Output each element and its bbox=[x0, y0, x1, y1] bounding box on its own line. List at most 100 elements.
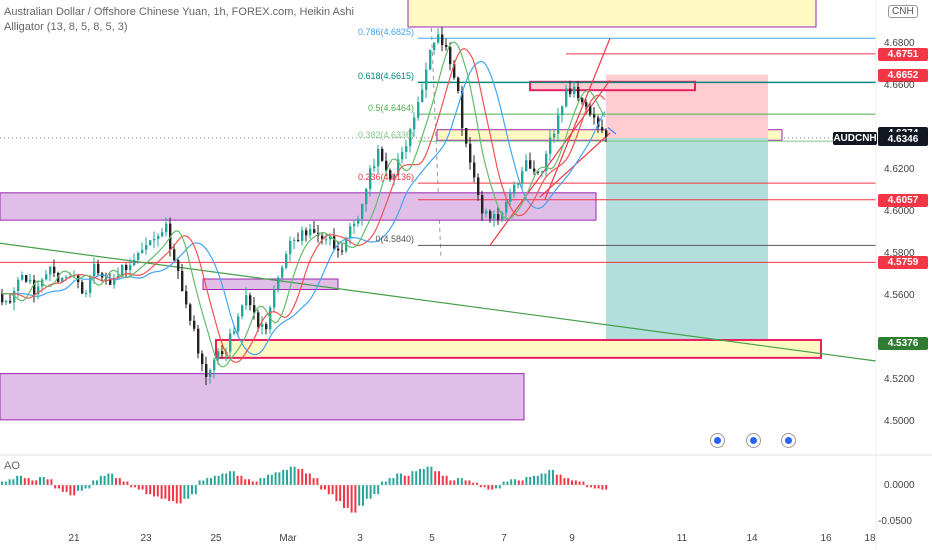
candle-body bbox=[433, 42, 436, 50]
candle-body bbox=[89, 276, 92, 293]
candle-body bbox=[573, 86, 576, 95]
candle-body bbox=[117, 275, 120, 278]
candle-body bbox=[273, 289, 276, 308]
y-axis-tick: 4.6600 bbox=[884, 79, 915, 91]
candle-body bbox=[337, 248, 340, 251]
candle-body bbox=[533, 168, 536, 172]
candle-body bbox=[181, 270, 184, 292]
alligator-lips-line bbox=[2, 41, 606, 368]
candle-body bbox=[113, 277, 116, 285]
y-axis-tick: 4.6800 bbox=[884, 37, 915, 49]
candle-body bbox=[417, 102, 420, 118]
price-tag: 4.6751 bbox=[878, 47, 928, 61]
candle-body bbox=[157, 236, 160, 239]
candle-body bbox=[529, 160, 532, 169]
chart-title: Australian Dollar / Offshore Chinese Yua… bbox=[4, 6, 354, 18]
y-axis-tick: 4.6200 bbox=[884, 163, 915, 175]
candle-body bbox=[209, 370, 212, 377]
candle-body bbox=[125, 265, 128, 271]
candle-body bbox=[469, 143, 472, 163]
candle-body bbox=[501, 212, 504, 220]
price-tag: 4.6346 bbox=[878, 133, 928, 146]
candle-body bbox=[441, 34, 444, 45]
candle-body bbox=[565, 88, 568, 107]
fib-level-label: 0.618(4.6615) bbox=[357, 71, 414, 82]
candle-body bbox=[449, 46, 452, 65]
candle-body bbox=[161, 232, 164, 237]
candle-body bbox=[285, 254, 288, 268]
candle-body bbox=[229, 333, 232, 352]
channel-line bbox=[544, 38, 611, 200]
candle-body bbox=[233, 331, 236, 334]
candle-body bbox=[149, 240, 152, 246]
x-axis-tick: 3 bbox=[357, 533, 363, 544]
x-axis-tick: 18 bbox=[864, 533, 876, 544]
candle-body bbox=[21, 275, 24, 280]
candle-body bbox=[81, 282, 84, 294]
candle-body bbox=[217, 351, 220, 360]
candle-body bbox=[437, 34, 440, 43]
candle-body bbox=[429, 49, 432, 70]
candle-body bbox=[93, 263, 96, 277]
candle-body bbox=[481, 195, 484, 214]
candle-body bbox=[473, 162, 476, 178]
supply-zone bbox=[407, 0, 817, 28]
candle-body bbox=[493, 214, 496, 219]
candle-body bbox=[221, 351, 224, 355]
candle-body bbox=[309, 229, 312, 236]
candle-body bbox=[325, 239, 328, 241]
alligator-jaw-line bbox=[2, 60, 606, 356]
candle-body bbox=[373, 166, 376, 169]
candle-body bbox=[165, 223, 168, 233]
candle-body bbox=[505, 201, 508, 213]
demand-zone bbox=[202, 278, 339, 291]
candle-body bbox=[13, 291, 16, 303]
candle-body bbox=[541, 170, 544, 172]
alligator-teeth-line bbox=[2, 47, 606, 364]
candle-body bbox=[401, 151, 404, 160]
candle-body bbox=[293, 239, 296, 241]
candle-body bbox=[445, 44, 448, 47]
candle-body bbox=[425, 69, 428, 90]
candle-body bbox=[521, 171, 524, 184]
y-axis-tick: 4.5200 bbox=[884, 373, 915, 385]
candle-body bbox=[381, 148, 384, 161]
candle-body bbox=[49, 266, 52, 275]
candle-body bbox=[189, 304, 192, 321]
candle-body bbox=[413, 117, 416, 130]
emoji-reaction-icon[interactable] bbox=[781, 433, 796, 448]
candle-body bbox=[349, 226, 352, 239]
candle-body bbox=[313, 229, 316, 233]
candle-body bbox=[305, 230, 308, 236]
candle-body bbox=[193, 320, 196, 329]
candle-body bbox=[129, 265, 132, 271]
candle-body bbox=[477, 177, 480, 196]
candle-body bbox=[485, 211, 488, 214]
demand-zone bbox=[0, 192, 597, 221]
emoji-reaction-icon[interactable] bbox=[710, 433, 725, 448]
candle-body bbox=[177, 260, 180, 271]
emoji-reaction-icon[interactable] bbox=[746, 433, 761, 448]
candle-body bbox=[537, 171, 540, 173]
x-axis-tick: 5 bbox=[429, 533, 435, 544]
candle-body bbox=[265, 324, 268, 330]
x-axis-tick: 9 bbox=[569, 533, 575, 544]
currency-badge[interactable]: CNH bbox=[888, 5, 918, 18]
candle-body bbox=[513, 184, 516, 194]
x-axis-tick: 14 bbox=[746, 533, 758, 544]
price-tag: 4.6057 bbox=[878, 193, 928, 207]
candle-body bbox=[85, 292, 88, 294]
fib-level-label: 0(4.5840) bbox=[375, 234, 414, 245]
ao-axis-tick: -0.0500 bbox=[878, 516, 912, 527]
candle-body bbox=[141, 249, 144, 254]
candle-body bbox=[545, 153, 548, 171]
candle-body bbox=[173, 249, 176, 261]
candle-body bbox=[489, 211, 492, 219]
price-tag: 4.5376 bbox=[878, 336, 928, 350]
price-tag: 4.6652 bbox=[878, 68, 928, 82]
candle-body bbox=[569, 88, 572, 95]
fib-level-label: 0.382(4.6336) bbox=[357, 130, 414, 141]
candle-body bbox=[525, 160, 528, 172]
candle-body bbox=[465, 128, 468, 144]
